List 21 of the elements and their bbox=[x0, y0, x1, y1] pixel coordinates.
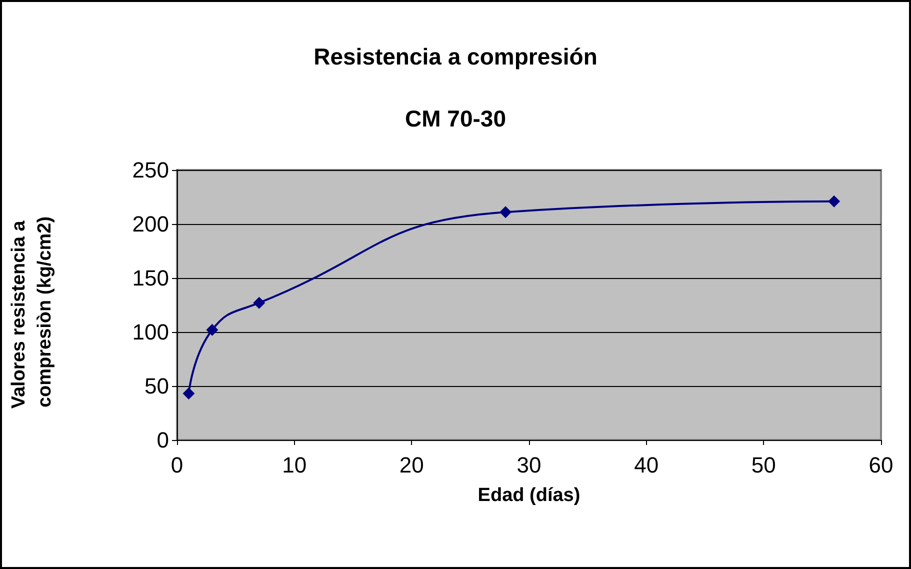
x-axis-title: Edad (días) bbox=[478, 485, 580, 506]
chart-subtitle: CM 70-30 bbox=[405, 106, 506, 132]
x-tick-label: 50 bbox=[751, 452, 776, 478]
x-tick-label: 30 bbox=[516, 452, 542, 478]
x-tick-label: 20 bbox=[399, 452, 424, 478]
y-tick-label: 150 bbox=[132, 266, 169, 290]
y-tick-label: 100 bbox=[132, 320, 169, 344]
y-tick-label: 0 bbox=[156, 428, 169, 452]
point bbox=[500, 206, 512, 218]
y-axis-title: Valores resistencia a compresiòn (kg/cm2) bbox=[8, 215, 56, 409]
y-tick-label: 250 bbox=[132, 158, 169, 182]
x-tick-label: 40 bbox=[634, 452, 659, 478]
x-tick-label: 60 bbox=[868, 452, 894, 478]
point bbox=[182, 388, 195, 400]
y-tick-label: 50 bbox=[144, 374, 169, 398]
point bbox=[206, 324, 218, 336]
y-tick-label: 200 bbox=[132, 212, 169, 236]
point bbox=[828, 195, 840, 208]
point bbox=[253, 296, 266, 309]
x-tick-label: 10 bbox=[282, 452, 307, 478]
chart-title: Resistencia a compresión bbox=[314, 44, 598, 70]
